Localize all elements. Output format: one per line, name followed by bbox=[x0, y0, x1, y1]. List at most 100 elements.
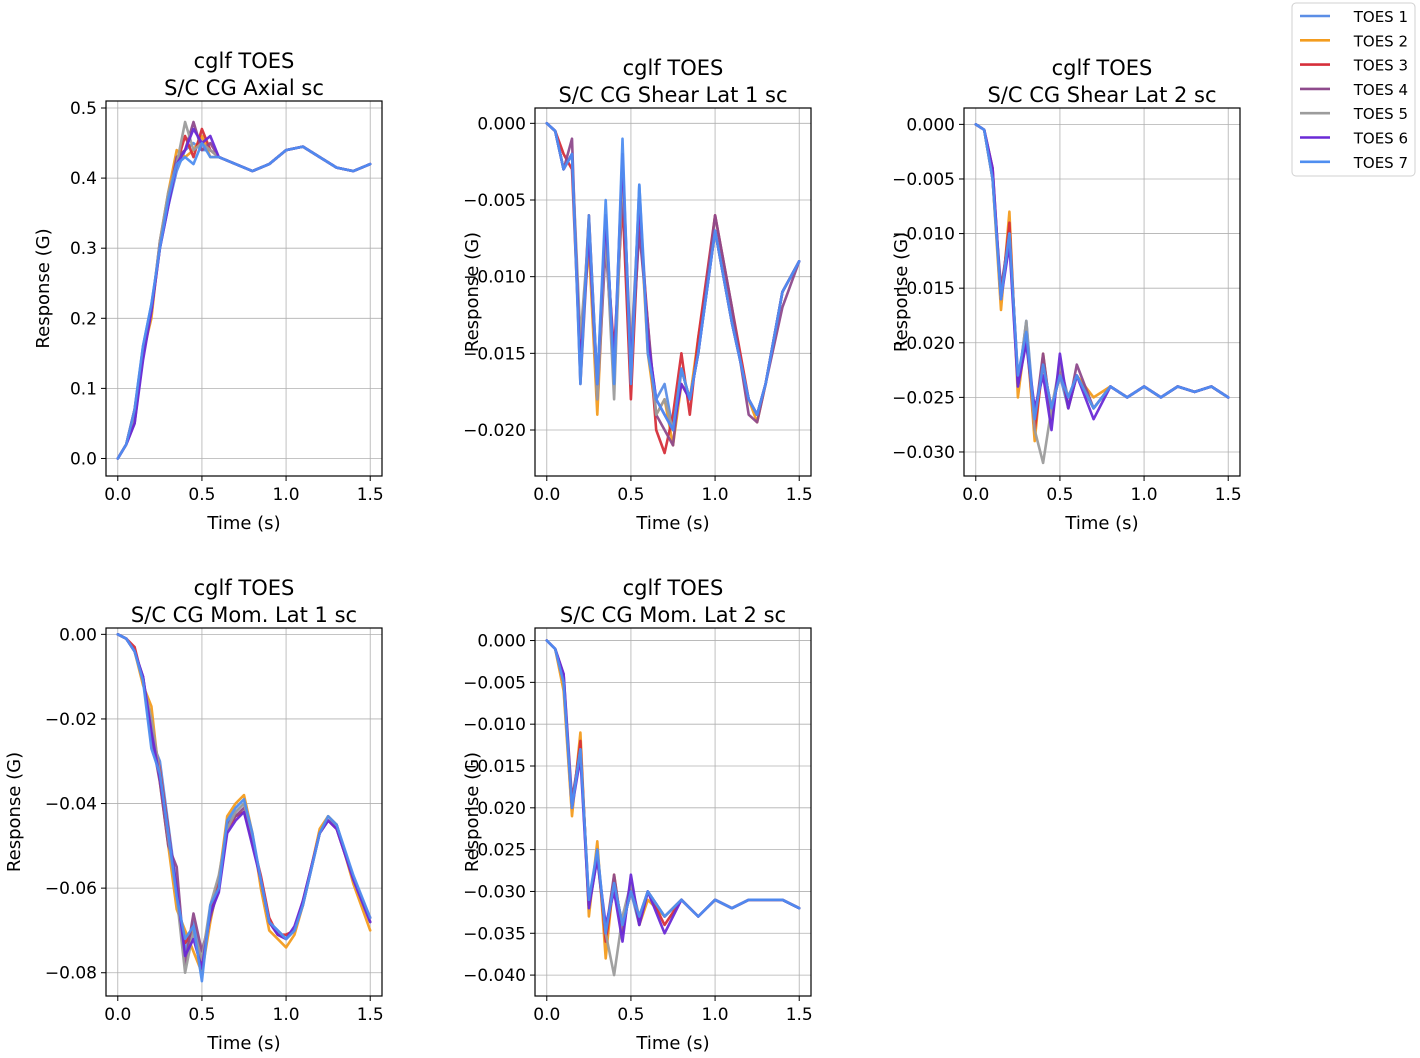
series-line-7 bbox=[974, 123, 1230, 421]
y-tick-label: 0.4 bbox=[70, 169, 97, 189]
y-tick-label: −0.02 bbox=[45, 710, 97, 730]
axes-frame bbox=[534, 107, 812, 477]
subplot-title: cglf TOES bbox=[1052, 56, 1153, 80]
series-line-3 bbox=[545, 639, 801, 943]
y-tick-label: −0.020 bbox=[463, 421, 526, 441]
y-tick-label: −0.025 bbox=[463, 841, 526, 861]
series-line-1 bbox=[116, 141, 372, 460]
series-group bbox=[545, 122, 801, 455]
axes-frame bbox=[105, 100, 383, 477]
y-tick-label: −0.020 bbox=[892, 334, 955, 354]
subplot-subtitle: S/C CG Axial sc bbox=[164, 76, 324, 100]
series-line-1 bbox=[545, 639, 801, 935]
x-tick-label: 0.5 bbox=[1046, 485, 1073, 505]
x-tick-label: 1.0 bbox=[702, 1005, 729, 1025]
y-tick-label: −0.010 bbox=[463, 268, 526, 288]
subplot-subtitle: S/C CG Mom. Lat 2 sc bbox=[560, 603, 786, 627]
legend-label-6: TOES 6 bbox=[1353, 130, 1408, 148]
x-tick-label: 1.5 bbox=[786, 485, 813, 505]
x-tick-label: 1.0 bbox=[1131, 485, 1158, 505]
y-tick-label: −0.08 bbox=[45, 964, 97, 984]
y-tick-label: 0.5 bbox=[70, 99, 97, 119]
y-tick-label: −0.030 bbox=[463, 882, 526, 902]
y-tick-label: 0.00 bbox=[59, 625, 97, 645]
x-tick-label: 0.5 bbox=[617, 485, 644, 505]
x-axis-label: Time (s) bbox=[1064, 513, 1138, 534]
series-line-4 bbox=[974, 123, 1230, 421]
subplot-5: 0.0 0.5 1.0 1.5 0.000 −0.005 −0.010 −0.015 −0.02… bbox=[462, 576, 813, 1054]
series-line-7 bbox=[116, 632, 372, 983]
y-tick-label: −0.010 bbox=[892, 225, 955, 245]
series-line-4 bbox=[545, 639, 801, 935]
x-axis-label: Time (s) bbox=[635, 1033, 709, 1054]
x-tick-label: 0.0 bbox=[104, 485, 131, 505]
y-tick-label: −0.040 bbox=[463, 966, 526, 986]
y-tick-label: −0.015 bbox=[892, 279, 955, 299]
legend-frame bbox=[1291, 2, 1416, 177]
axes-frame bbox=[963, 107, 1241, 477]
x-tick-label: 1.0 bbox=[702, 485, 729, 505]
subplot-title: cglf TOES bbox=[194, 49, 295, 73]
series-line-7 bbox=[545, 639, 801, 935]
subplot-title: cglf TOES bbox=[623, 56, 724, 80]
series-line-6 bbox=[545, 639, 801, 943]
legend-label-1: TOES 1 bbox=[1353, 8, 1408, 26]
x-tick-label: 0.0 bbox=[533, 1005, 560, 1025]
series-line-7 bbox=[545, 122, 801, 432]
y-tick-label: 0.000 bbox=[477, 632, 526, 652]
x-tick-label: 0.5 bbox=[617, 1005, 644, 1025]
y-tick-label: 0.000 bbox=[477, 114, 526, 134]
legend-label-2: TOES 2 bbox=[1353, 32, 1408, 50]
y-tick-label: −0.015 bbox=[463, 757, 526, 777]
x-axis-label: Time (s) bbox=[206, 513, 280, 534]
y-tick-label: −0.015 bbox=[463, 344, 526, 364]
y-axis-label: Response (G) bbox=[462, 232, 483, 352]
y-tick-label: 0.0 bbox=[70, 449, 97, 469]
y-axis-label: Response (G) bbox=[33, 228, 54, 348]
x-tick-label: 0.5 bbox=[188, 485, 215, 505]
x-tick-label: 1.0 bbox=[273, 1005, 300, 1025]
y-tick-label: −0.035 bbox=[463, 924, 526, 944]
x-tick-label: 1.5 bbox=[786, 1005, 813, 1025]
x-tick-label: 1.5 bbox=[357, 485, 384, 505]
y-tick-label: −0.010 bbox=[463, 715, 526, 735]
y-axis-label: Response (G) bbox=[462, 752, 483, 872]
y-tick-label: −0.005 bbox=[463, 191, 526, 211]
subplot-subtitle: S/C CG Mom. Lat 1 sc bbox=[131, 603, 357, 627]
legend-label-3: TOES 3 bbox=[1353, 57, 1408, 75]
y-axis-label: Response (G) bbox=[4, 752, 25, 872]
x-tick-label: 0.0 bbox=[533, 485, 560, 505]
y-tick-label: −0.005 bbox=[892, 170, 955, 190]
subplot-4: 0.0 0.5 1.0 1.5 0.00 −0.02 −0.04 −0.06 −0.08 cglf… bbox=[4, 576, 384, 1054]
y-tick-label: −0.005 bbox=[463, 673, 526, 693]
y-axis-label: Response (G) bbox=[891, 232, 912, 352]
legend-label-5: TOES 5 bbox=[1353, 105, 1408, 123]
subplot-subtitle: S/C CG Shear Lat 2 sc bbox=[987, 83, 1216, 107]
series-line-7 bbox=[116, 141, 372, 460]
subplot-title: cglf TOES bbox=[623, 576, 724, 600]
y-tick-label: −0.020 bbox=[463, 799, 526, 819]
series-group bbox=[974, 123, 1230, 465]
series-group bbox=[545, 639, 801, 977]
series-line-1 bbox=[974, 123, 1230, 421]
series-line-2 bbox=[116, 134, 372, 460]
subplot-subtitle: S/C CG Shear Lat 1 sc bbox=[558, 83, 787, 107]
subplot-2: 0.0 0.5 1.0 1.5 0.000 −0.005 −0.010 −0.015 −0.02… bbox=[462, 56, 813, 534]
subplot-title: cglf TOES bbox=[194, 576, 295, 600]
axes-frame bbox=[534, 627, 812, 997]
legend: TOES 1 TOES 2 TOES 3 TOES 4 TOES 5 TOES 6 TOES… bbox=[1291, 2, 1416, 177]
x-axis-label: Time (s) bbox=[635, 513, 709, 534]
y-tick-label: −0.06 bbox=[45, 879, 97, 899]
series-group bbox=[116, 632, 372, 983]
x-tick-label: 1.5 bbox=[1215, 485, 1242, 505]
y-tick-label: 0.000 bbox=[906, 115, 955, 135]
x-tick-label: 0.0 bbox=[104, 1005, 131, 1025]
x-tick-label: 1.0 bbox=[273, 485, 300, 505]
y-tick-label: 0.1 bbox=[70, 379, 97, 399]
y-tick-label: −0.04 bbox=[45, 795, 97, 815]
y-tick-label: 0.2 bbox=[70, 309, 97, 329]
y-tick-label: −0.030 bbox=[892, 443, 955, 463]
y-tick-label: −0.025 bbox=[892, 388, 955, 408]
x-axis-label: Time (s) bbox=[206, 1033, 280, 1054]
